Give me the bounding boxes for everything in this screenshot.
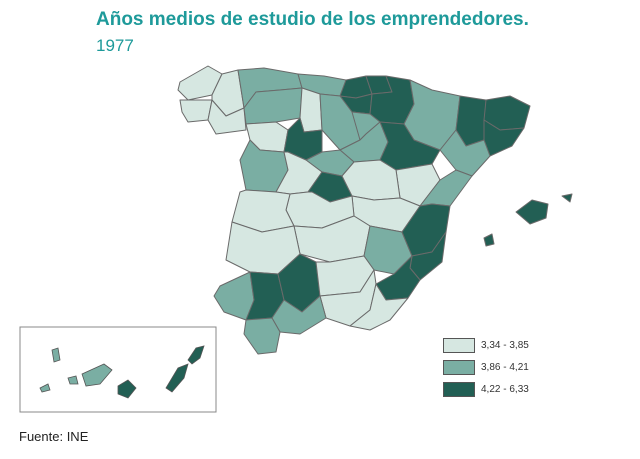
legend-item-high: 4,22 - 6,33 [443,378,529,400]
province-baleares-menorca[interactable] [561,193,573,203]
legend-swatch-mid [443,359,475,375]
map-subtitle: 1977 [96,36,134,55]
map-title: Años medios de estudio de los emprendedo… [96,9,529,30]
province-baleares-mallorca[interactable] [515,199,549,225]
province-palencia[interactable] [299,87,323,133]
legend-swatch-low [443,337,475,353]
province-las-palmas-lanzarote[interactable] [187,345,205,365]
province-cadiz[interactable] [243,317,281,355]
province-santa-cruz-tenerife[interactable] [81,363,113,387]
province-huelva[interactable] [213,271,255,321]
province-pontevedra[interactable] [179,99,213,123]
legend-label-low: 3,34 - 3,85 [481,339,529,351]
legend-item-mid: 3,86 - 4,21 [443,356,529,378]
province-santa-cruz-el-hierro[interactable] [39,383,51,393]
province-las-palmas-gran-canaria[interactable] [117,379,137,399]
legend-item-low: 3,34 - 3,85 [443,334,529,356]
province-santa-cruz-la-gomera[interactable] [67,375,79,385]
province-almeria[interactable] [349,283,409,331]
legend-label-mid: 3,86 - 4,21 [481,361,529,373]
province-malaga[interactable] [271,295,327,335]
legend-label-high: 4,22 - 6,33 [481,383,529,395]
legend-swatch-high [443,381,475,397]
province-santa-cruz-la-palma[interactable] [51,347,61,363]
map-legend: 3,34 - 3,85 3,86 - 4,21 4,22 - 6,33 [443,334,529,400]
source-note: Fuente: INE [19,429,89,444]
province-baleares-ibiza[interactable] [483,233,495,247]
province-las-palmas-fuerteventura[interactable] [165,363,189,393]
